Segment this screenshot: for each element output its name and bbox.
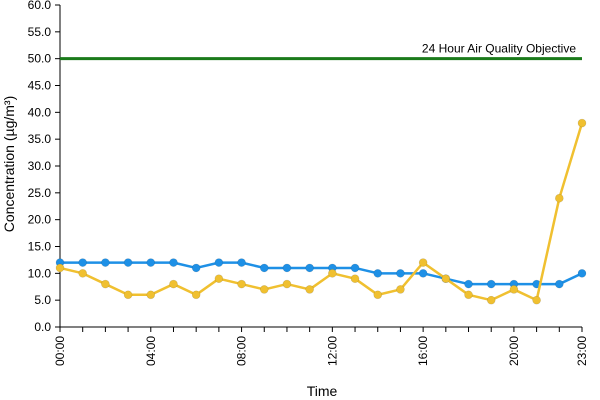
data-point	[101, 258, 110, 267]
data-point	[282, 279, 292, 289]
reference-line-group: 24 Hour Air Quality Objective	[60, 42, 582, 61]
data-point	[169, 279, 178, 289]
data-point	[259, 285, 269, 294]
data-point	[577, 269, 587, 278]
data-point	[78, 269, 87, 278]
y-tick-label: 0.0	[34, 320, 51, 334]
series-group	[55, 118, 587, 305]
x-tick-label: 16:00	[416, 336, 430, 366]
data-point	[532, 295, 541, 305]
data-point	[123, 258, 133, 267]
data-point	[328, 269, 337, 278]
series-1	[55, 258, 587, 289]
data-point	[418, 258, 428, 267]
y-axis-ticks: 0.0 5.0 10.0 15.0 20.0 25.0 30.0 35.0 40.0 45.0 50…	[28, 0, 60, 334]
x-tick-label: 00:00	[53, 336, 67, 366]
data-point	[464, 290, 473, 300]
data-point	[55, 263, 65, 273]
data-point	[418, 269, 428, 278]
y-tick-label: 35.0	[28, 132, 52, 146]
data-point	[191, 290, 201, 300]
data-point	[214, 274, 224, 284]
data-point	[214, 258, 224, 267]
data-point	[350, 263, 360, 273]
y-axis-title: Concentration (µg/m³)	[1, 96, 17, 232]
x-axis-ticks: 00:00 04:00 08:00 12:00 16:00 20:00 23:00	[53, 327, 589, 366]
data-point	[305, 263, 314, 273]
y-tick-label: 15.0	[28, 240, 52, 254]
data-point	[237, 258, 246, 267]
x-tick-label: 23:00	[575, 336, 589, 366]
data-point	[101, 279, 110, 289]
series-line	[59, 122, 584, 302]
data-point	[486, 279, 496, 289]
y-tick-label: 40.0	[28, 105, 52, 119]
data-point	[555, 279, 564, 289]
data-point	[441, 274, 451, 284]
y-tick-label: 5.0	[34, 293, 51, 307]
series-2	[55, 118, 587, 305]
x-tick-label: 20:00	[507, 336, 521, 366]
y-tick-label: 10.0	[28, 266, 52, 280]
y-tick-label: 20.0	[28, 213, 52, 227]
data-point	[509, 285, 519, 294]
data-point	[373, 269, 383, 278]
data-point	[282, 263, 292, 273]
data-point	[146, 258, 156, 267]
data-point	[555, 193, 564, 203]
y-tick-label: 55.0	[28, 25, 52, 39]
data-point	[464, 279, 473, 289]
y-tick-label: 45.0	[28, 79, 52, 93]
x-tick-label: 08:00	[235, 336, 249, 366]
reference-line-label: 24 Hour Air Quality Objective	[422, 42, 576, 56]
data-point	[305, 285, 314, 294]
data-point	[169, 258, 178, 267]
x-axis-title: Time	[307, 383, 338, 399]
y-tick-label: 30.0	[28, 159, 52, 173]
data-point	[396, 269, 405, 278]
y-tick-label: 50.0	[28, 52, 52, 66]
data-point	[146, 290, 156, 300]
x-tick-label: 12:00	[325, 336, 339, 366]
y-tick-label: 60.0	[28, 0, 52, 12]
data-point	[350, 274, 360, 284]
data-point	[486, 295, 496, 305]
data-point	[373, 290, 383, 300]
data-point	[396, 285, 405, 294]
data-point	[577, 118, 587, 128]
data-point	[123, 290, 133, 300]
data-point	[78, 258, 87, 267]
data-point	[191, 263, 201, 273]
x-tick-label: 04:00	[144, 336, 158, 366]
data-point	[259, 263, 269, 273]
data-point	[237, 279, 246, 289]
y-tick-label: 25.0	[28, 186, 52, 200]
